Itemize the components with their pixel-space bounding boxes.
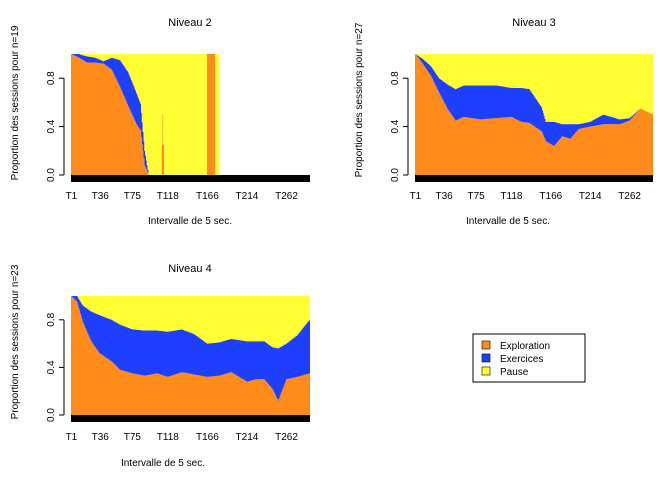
x-axis-label: Intervalle de 5 sec.: [148, 216, 232, 227]
y-ticks: 0.0 0.4 0.8: [46, 312, 65, 422]
x-tick-label: T166: [196, 191, 219, 202]
series-area-exercices: [71, 296, 310, 401]
y-ticks: 0.0 0.4 0.8: [46, 71, 65, 182]
legend: Exploration Exercices Pause: [472, 333, 586, 383]
x-tick-label: T118: [157, 432, 179, 443]
legend-box: [472, 333, 586, 383]
chart-title: Niveau 4: [168, 263, 211, 275]
series-area-pause: [71, 296, 310, 349]
series-area-exercices: [415, 54, 653, 146]
x-axis-tick-strip: [415, 175, 653, 182]
series-area-exploration: [71, 54, 310, 175]
legend-label-pause: Pause: [500, 367, 529, 378]
x-tick-label: T36: [92, 432, 110, 443]
plot-area: [415, 54, 653, 182]
x-tick-label: T262: [618, 191, 641, 202]
x-axis-tick-strip: [71, 175, 310, 182]
x-tick-label: T214: [579, 191, 602, 202]
y-tick-label: 0.0: [46, 408, 57, 422]
x-ticks: T1 T36 T75 T118 T166 T214 T262: [66, 432, 299, 443]
y-tick-label: 0.4: [46, 360, 57, 374]
x-tick-label: T118: [500, 191, 522, 202]
y-tick-label: 0.8: [46, 71, 57, 85]
y-axis-label: Proportion des sessions pour n=19: [10, 25, 21, 180]
legend-label-exploration: Exploration: [500, 341, 550, 352]
y-axis-label: Proportion des sessions pour n=27: [354, 22, 365, 177]
plot-area: [71, 296, 310, 422]
x-tick-label: T262: [275, 432, 298, 443]
y-axis-label: Proportion des sessions pour n=23: [10, 264, 21, 419]
series-area-exploration: [71, 296, 310, 415]
x-tick-label: T36: [436, 191, 454, 202]
y-tick-label: 0.0: [46, 168, 57, 182]
x-ticks: T1 T36 T75 T118 T166 T214 T262: [66, 191, 299, 202]
series-area-exploration: [415, 54, 653, 175]
x-tick-label: T1: [66, 191, 78, 202]
legend-swatch-exploration: [481, 340, 491, 350]
series-area-exercices: [71, 54, 310, 175]
y-tick-label: 0.8: [390, 71, 401, 85]
x-tick-label: T1: [66, 432, 78, 443]
plot-area: [71, 54, 310, 182]
y-tick-label: 0.4: [390, 119, 401, 133]
legend-label-exercices: Exercices: [500, 354, 543, 365]
y-tick-label: 0.8: [46, 312, 57, 326]
x-ticks: T1 T36 T75 T118 T166 T214 T262: [410, 191, 642, 202]
y-ticks: 0.0 0.4 0.8: [390, 71, 409, 182]
series-area-pause: [71, 54, 310, 175]
x-tick-label: T118: [157, 191, 179, 202]
x-tick-label: T262: [275, 191, 298, 202]
chart-title: Niveau 3: [512, 17, 555, 29]
legend-swatch-exercices: [481, 353, 491, 363]
panel-niveau-2: Niveau 2 0.00.40.8 T1 T36 T75 T118 T166 T214 T…: [10, 17, 310, 227]
x-tick-label: T214: [236, 191, 259, 202]
x-tick-label: T214: [236, 432, 259, 443]
y-tick-label: 0.4: [46, 119, 57, 133]
x-tick-label: T75: [124, 191, 142, 202]
chart-title: Niveau 2: [168, 17, 211, 29]
panel-niveau-3: Niveau 3 0.00.40.8 T1 T36 T75 T118 T166 T214 T…: [354, 17, 653, 227]
x-tick-label: T75: [468, 191, 486, 202]
panel-niveau-4: Niveau 4 0.00.40.8 T1 T36 T75 T118 T166 T214 T…: [10, 263, 310, 469]
x-tick-label: T166: [539, 191, 562, 202]
x-tick-label: T166: [196, 432, 219, 443]
x-axis-label: Intervalle de 5 sec.: [121, 458, 205, 469]
x-tick-label: T1: [410, 191, 422, 202]
legend-swatch-pause: [481, 366, 491, 376]
x-axis-tick-strip: [71, 415, 310, 422]
x-axis-label: Intervalle de 5 sec.: [466, 216, 550, 227]
x-tick-label: T36: [92, 191, 110, 202]
series-area-pause: [415, 54, 653, 125]
x-tick-label: T75: [124, 432, 142, 443]
y-tick-label: 0.0: [390, 168, 401, 182]
